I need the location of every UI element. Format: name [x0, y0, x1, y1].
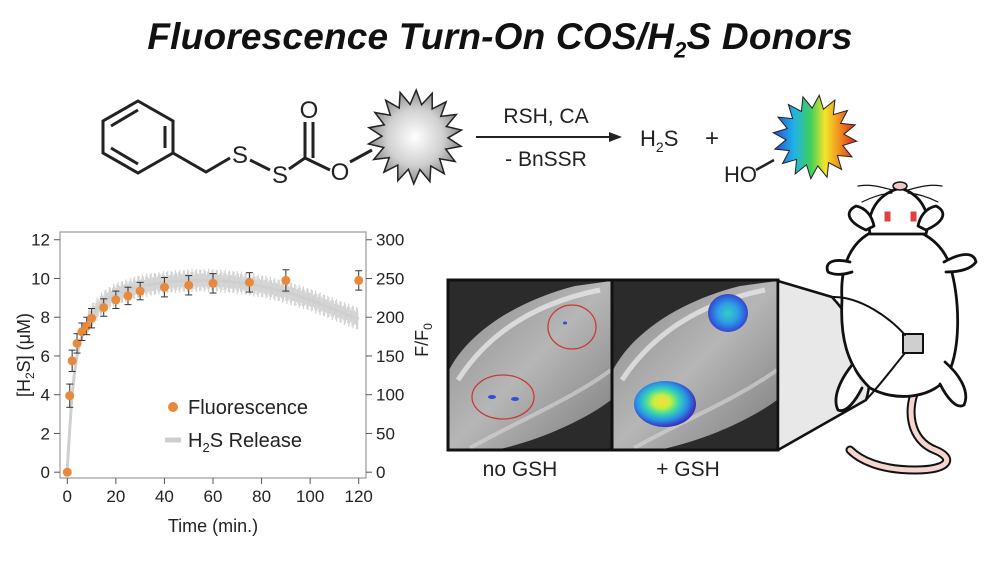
reaction-scheme: S S O O RSH, CA - BnSSR H2S + HO: [101, 87, 859, 189]
ester-oxygen: O: [331, 159, 350, 186]
y-left-tick-label: 8: [41, 308, 50, 327]
plus-sign: +: [705, 125, 719, 152]
chart-legend: Fluorescence H2S Release: [165, 397, 308, 455]
roi-circle-top: [547, 304, 597, 350]
sulfur-atom-2: S: [272, 162, 288, 189]
mouse-whiskers: [857, 184, 943, 203]
mouse-hind-leg-right: [938, 360, 968, 408]
x-tick-label: 80: [252, 487, 271, 506]
y-left-tick-label: 4: [41, 386, 50, 405]
mouse-eye-left: [884, 211, 891, 222]
fluorescence-point: [72, 338, 82, 348]
y-right-tick-label: 200: [376, 308, 404, 327]
hydroxyl-label: HO: [724, 162, 757, 187]
ho-bond: [755, 158, 775, 172]
mouse-ear-left: [847, 204, 876, 232]
thio-carbonate-chain: [172, 122, 373, 174]
y-left-tick-label: 10: [31, 269, 50, 288]
x-axis-ticks: 0 20 40 60 80 100 120: [63, 478, 373, 506]
y-left-tick-label: 2: [41, 424, 50, 443]
fluorescence-markers: [62, 269, 364, 477]
roi-circle-bottom: [471, 374, 535, 420]
mouse-front-paw-left: [825, 259, 854, 276]
y-right-tick-label: 0: [376, 463, 385, 482]
x-tick-label: 120: [345, 487, 373, 506]
product-h2s: H2S: [640, 126, 678, 155]
x-tick-label: 0: [63, 487, 72, 506]
y-right-tick-label: 50: [376, 424, 395, 443]
y-right-tick-label: 150: [376, 347, 404, 366]
x-tick-label: 60: [204, 487, 223, 506]
x-tick-label: 20: [106, 487, 125, 506]
imaging-panels: no GSH + GSH: [446, 278, 780, 481]
sulfur-atom-1: S: [232, 142, 248, 169]
fluorescence-point: [65, 391, 75, 401]
legend-fluorescence-marker: [168, 402, 178, 412]
fluorescence-point: [62, 467, 72, 477]
y-axis-left-ticks: 0 2 4 6 8 10 12: [31, 231, 60, 482]
h2s-release-chart: 0 2 4 6 8 10 12 0 50 100 150 200 250 300 0 20 40 60 80 10…: [14, 231, 435, 536]
mouse-front-paw-right: [942, 253, 978, 274]
y-right-tick-label: 300: [376, 231, 404, 250]
fluorescent-fluorophore-star: [771, 93, 859, 181]
panel-plus-gsh: [613, 281, 777, 449]
y-axis-right-ticks: 0 50 100 150 200 250 300: [366, 231, 404, 482]
carbonyl-oxygen: O: [300, 97, 319, 124]
reaction-arrow: [476, 132, 622, 142]
legend-h2s-release-label: H2S Release: [188, 430, 302, 455]
y-axis-right-label: F/F0: [412, 323, 435, 357]
fluorescence-point: [354, 275, 364, 285]
fluorescence-point: [184, 280, 194, 290]
x-tick-label: 40: [155, 487, 174, 506]
quenched-fluorophore-star: [366, 87, 464, 187]
h2s-release-band: [65, 268, 360, 472]
mouse-body: [840, 225, 960, 398]
fluorescence-point: [67, 356, 77, 366]
panel-no-gsh: [449, 281, 611, 449]
y-right-tick-label: 100: [376, 386, 404, 405]
fluorescence-point: [135, 286, 145, 296]
imaged-region-marker: [902, 333, 924, 354]
y-right-tick-label: 250: [376, 269, 404, 288]
caption-plus-gsh: + GSH: [656, 458, 720, 481]
y-axis-left-label: [H2S] (μM): [14, 313, 37, 397]
reaction-conditions-bottom: - BnSSR: [505, 148, 587, 171]
y-left-tick-label: 12: [31, 231, 50, 250]
fluorescence-point: [159, 282, 169, 292]
fluorescence-point: [123, 291, 133, 301]
signal-spot-top: [708, 294, 748, 332]
y-left-tick-label: 0: [41, 463, 50, 482]
mouse-illustration: [776, 181, 978, 475]
y-left-tick-label: 6: [41, 347, 50, 366]
fluorescence-point: [82, 321, 92, 331]
reaction-conditions-top: RSH, CA: [503, 105, 588, 128]
mouse-hind-leg-left: [834, 363, 864, 413]
fluorescence-point: [244, 277, 254, 287]
figure-title: Fluorescence Turn-On COS/H2S Donors: [147, 16, 853, 63]
mouse-nose: [892, 181, 908, 191]
fluorescence-point: [281, 275, 291, 285]
fluorescence-point: [208, 278, 218, 288]
fluorescence-point: [99, 303, 109, 313]
x-axis-label: Time (min.): [168, 516, 258, 536]
signal-spot-bottom: [634, 381, 696, 427]
benzene-ring: [101, 99, 175, 175]
mouse-ear-right: [916, 204, 945, 232]
fluorescence-point: [87, 313, 97, 323]
x-tick-label: 100: [296, 487, 324, 506]
legend-fluorescence-label: Fluorescence: [188, 397, 308, 419]
caption-no-gsh: no GSH: [483, 458, 558, 481]
mouse-eye-right: [910, 211, 917, 222]
fluorescence-point: [111, 295, 121, 305]
